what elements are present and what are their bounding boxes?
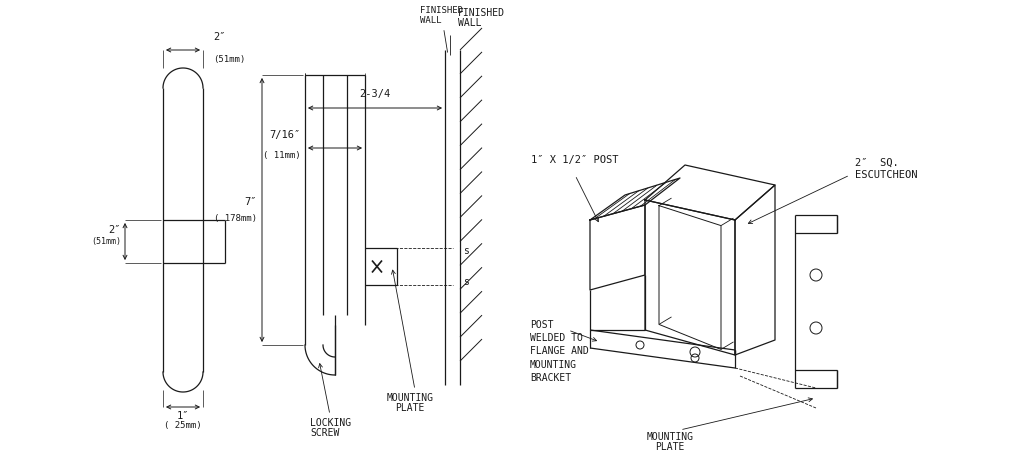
Text: 1″: 1″	[176, 411, 190, 421]
Text: PLATE: PLATE	[396, 403, 424, 413]
Text: 2″  SQ.: 2″ SQ.	[855, 158, 899, 168]
Text: WALL: WALL	[458, 18, 482, 28]
Text: ESCUTCHEON: ESCUTCHEON	[855, 170, 917, 180]
Text: PLATE: PLATE	[655, 442, 685, 452]
Text: s: s	[463, 246, 468, 256]
Text: s: s	[463, 277, 468, 287]
Text: MOUNTING: MOUNTING	[386, 393, 434, 403]
Text: 7″: 7″	[245, 197, 257, 207]
Text: 2″: 2″	[213, 32, 226, 42]
Text: 2″: 2″	[109, 225, 121, 235]
Text: FINISHED: FINISHED	[458, 8, 505, 18]
Text: LOCKING: LOCKING	[310, 418, 352, 428]
Text: ( 25mm): ( 25mm)	[164, 421, 202, 430]
Text: SCREW: SCREW	[310, 428, 339, 438]
Text: POST
WELDED TO
FLANGE AND
MOUNTING
BRACKET: POST WELDED TO FLANGE AND MOUNTING BRACK…	[530, 320, 588, 383]
Text: (51mm): (51mm)	[91, 237, 121, 246]
Text: (51mm): (51mm)	[213, 55, 245, 64]
Text: 1″ X 1/2″ POST: 1″ X 1/2″ POST	[531, 155, 619, 165]
Text: 2-3/4: 2-3/4	[360, 89, 391, 99]
Text: 7/16″: 7/16″	[270, 130, 301, 140]
Text: MOUNTING: MOUNTING	[647, 432, 694, 442]
Text: ( 11mm): ( 11mm)	[263, 151, 301, 160]
Text: FINISHED
WALL: FINISHED WALL	[420, 5, 463, 52]
Text: ( 178mm): ( 178mm)	[214, 213, 257, 222]
